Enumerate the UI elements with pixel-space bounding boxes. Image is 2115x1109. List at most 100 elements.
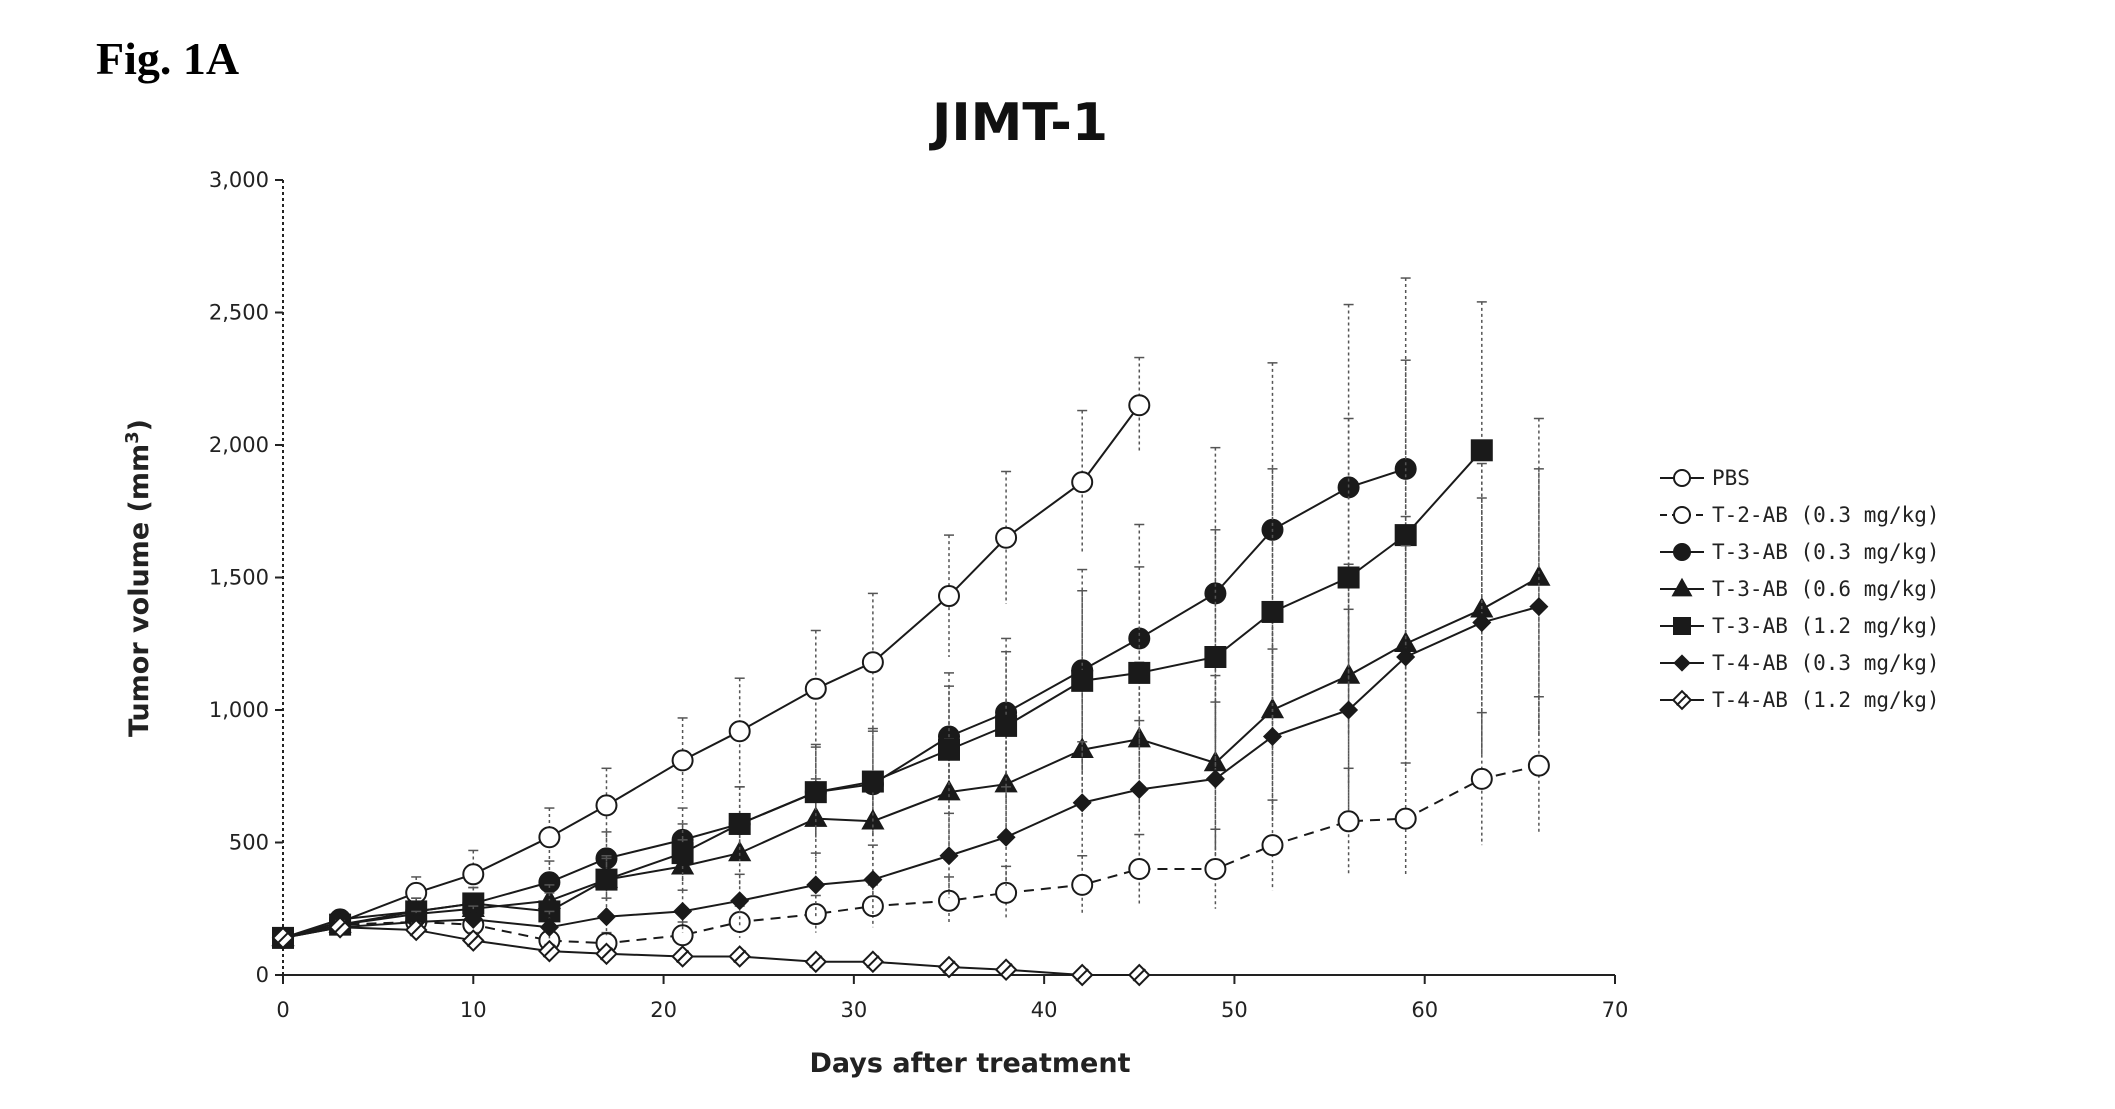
data-point-slash — [409, 923, 423, 937]
data-point — [595, 794, 618, 817]
data-point — [1260, 697, 1285, 719]
data-point — [995, 526, 1018, 549]
chart-title: JIMT-1 — [929, 93, 1108, 153]
data-point — [861, 651, 884, 674]
data-point — [1337, 810, 1360, 833]
plot-area — [271, 277, 1551, 987]
data-point — [1071, 669, 1094, 692]
series-line — [282, 449, 1483, 939]
data-point — [1470, 767, 1493, 790]
data-point-shape — [730, 891, 750, 911]
data-point-slash — [866, 955, 880, 969]
y-axis-label-sup: 3 — [122, 431, 143, 444]
data-point — [1261, 600, 1284, 623]
data-point — [804, 806, 828, 827]
data-point-shape — [1129, 779, 1149, 800]
legend-item: PBS — [1660, 466, 1750, 490]
legend: PBS T-2-AB (0.3 mg/kg) T-3-AB (0.3 mg/kg) T… — [1660, 466, 1940, 712]
x-tick-label: 70 — [1602, 998, 1629, 1022]
x-tick-label: 10 — [460, 998, 487, 1022]
data-point — [1472, 613, 1492, 633]
data-point — [1337, 566, 1360, 589]
legend-marker — [1671, 689, 1693, 711]
legend-label: T-4-AB (0.3 mg/kg) — [1712, 651, 1940, 675]
legend-item: T-3-AB (0.3 mg/kg) — [1660, 540, 1940, 564]
data-point — [1394, 524, 1417, 547]
data-point — [996, 827, 1016, 847]
series-5 — [272, 301, 1493, 949]
series-line — [282, 576, 1540, 939]
data-point — [404, 918, 428, 942]
data-point — [804, 950, 828, 974]
data-point-shape — [673, 901, 693, 921]
data-point-slash — [733, 949, 747, 964]
data-point — [1128, 858, 1151, 880]
data-point — [328, 915, 352, 939]
data-point — [938, 585, 960, 608]
data-point — [671, 749, 694, 772]
y-tick-label: 0 — [256, 963, 269, 987]
data-point — [1127, 963, 1151, 987]
data-point-shape — [1472, 613, 1492, 633]
data-point — [938, 738, 960, 761]
data-point-shape — [939, 846, 959, 866]
data-point-slash — [466, 933, 480, 948]
series-7 — [271, 915, 1151, 987]
data-point — [1204, 646, 1227, 668]
data-point-shape — [539, 917, 559, 937]
data-point — [1204, 858, 1227, 880]
figure-label: Fig. 1A — [96, 33, 239, 84]
y-tick-label: 2,000 — [209, 433, 269, 457]
data-point-slash — [1132, 968, 1146, 982]
data-point — [1396, 647, 1416, 667]
series-line — [282, 605, 1540, 939]
data-point-shape — [596, 907, 616, 927]
data-point — [671, 842, 694, 865]
y-axis-label: Tumor volume (mm3) — [122, 419, 155, 737]
data-point — [939, 846, 959, 866]
legend-item: T-3-AB (0.6 mg/kg) — [1660, 577, 1940, 601]
legend-label: PBS — [1712, 466, 1750, 490]
legend-label: T-3-AB (0.3 mg/kg) — [1712, 540, 1940, 564]
data-point — [863, 870, 883, 890]
data-point-slash — [675, 949, 690, 964]
data-point — [1470, 439, 1493, 462]
legend-label: T-3-AB (0.6 mg/kg) — [1712, 577, 1940, 601]
x-tick-label: 0 — [276, 998, 289, 1022]
data-point — [463, 909, 483, 929]
x-ticks: 0 10 20 30 40 50 60 70 — [276, 975, 1628, 1022]
legend-marker-slash — [1676, 694, 1688, 706]
legend-marker — [1673, 506, 1691, 524]
data-point — [806, 875, 826, 895]
data-point-slash — [333, 920, 347, 934]
data-point — [995, 714, 1018, 737]
data-point — [595, 868, 618, 891]
x-tick-label: 50 — [1221, 998, 1248, 1022]
data-point-shape — [1205, 769, 1225, 789]
data-point — [538, 826, 561, 849]
legend-marker — [1673, 543, 1691, 561]
legend-item: T-4-AB (1.2 mg/kg) — [1660, 688, 1940, 712]
series-line — [282, 467, 1406, 939]
data-point — [1071, 471, 1094, 494]
data-point — [539, 917, 559, 937]
legend-marker — [1673, 469, 1691, 487]
legend-marker — [1671, 577, 1693, 597]
legend-label: T-4-AB (1.2 mg/kg) — [1712, 688, 1940, 712]
data-point — [271, 926, 295, 950]
y-axis-label-end: ) — [124, 419, 155, 431]
data-point-shape — [1529, 597, 1549, 617]
data-point — [538, 939, 561, 963]
data-point — [728, 911, 751, 933]
data-point — [1336, 663, 1361, 684]
y-ticks: 0 500 1,000 1,500 2,000 2,500 3,000 — [209, 168, 283, 987]
data-point — [1128, 394, 1151, 417]
series-3 — [272, 277, 1417, 949]
legend-marker — [1673, 654, 1691, 672]
data-point — [1128, 661, 1151, 684]
y-tick-label: 2,500 — [209, 301, 269, 325]
data-point-slash — [1075, 968, 1089, 982]
legend-item: T-4-AB (0.3 mg/kg) — [1660, 651, 1940, 675]
data-point — [1262, 726, 1282, 747]
